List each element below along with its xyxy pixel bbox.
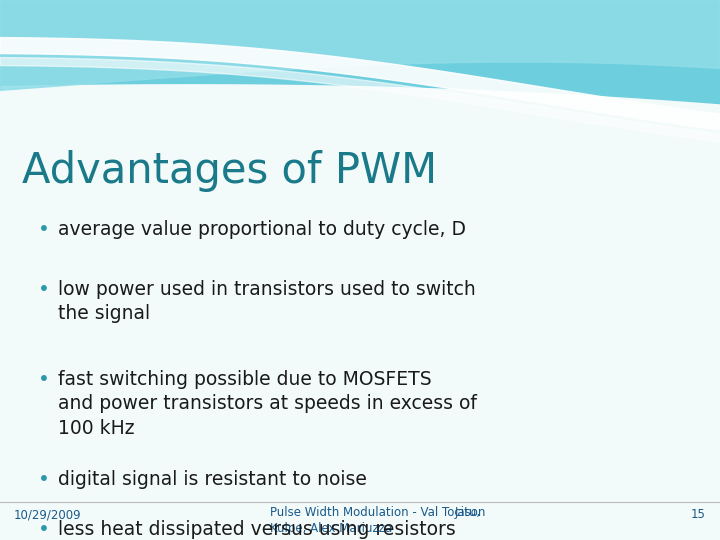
Text: digital signal is resistant to noise: digital signal is resistant to noise [58, 470, 367, 489]
Text: average value proportional to duty cycle, D: average value proportional to duty cycle… [58, 220, 466, 239]
Text: 10/29/2009: 10/29/2009 [14, 508, 81, 521]
Text: Pulse Width Modulation - Val Tocitu,
Kulpe, Alex Mariuzza: Pulse Width Modulation - Val Tocitu, Kul… [270, 506, 480, 535]
Text: Advantages of PWM: Advantages of PWM [22, 150, 437, 192]
Text: •: • [38, 520, 50, 539]
Text: •: • [38, 220, 50, 239]
Text: Jason: Jason [455, 506, 487, 519]
Text: less heat dissipated versus using resistors
for intermediate voltage values: less heat dissipated versus using resist… [58, 520, 456, 540]
Text: •: • [38, 470, 50, 489]
Text: fast switching possible due to MOSFETS
and power transistors at speeds in excess: fast switching possible due to MOSFETS a… [58, 370, 477, 437]
Text: •: • [38, 370, 50, 389]
Text: 15: 15 [691, 508, 706, 521]
Text: low power used in transistors used to switch
the signal: low power used in transistors used to sw… [58, 280, 476, 323]
Text: •: • [38, 280, 50, 299]
